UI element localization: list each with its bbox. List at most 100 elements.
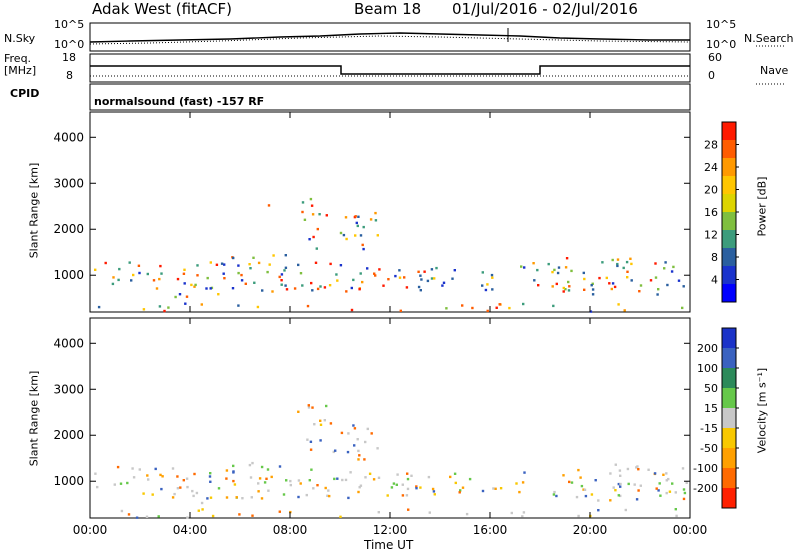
echo-cell: [272, 254, 275, 257]
echo-cell: [192, 494, 195, 498]
echo-cell: [614, 489, 617, 492]
echo-cell: [344, 478, 348, 482]
echo-cell: [194, 283, 197, 287]
echo-cell: [368, 472, 372, 475]
echo-cell: [159, 264, 162, 268]
echo-cell: [160, 487, 163, 491]
echo-cell: [486, 309, 489, 313]
echo-cell: [217, 293, 220, 296]
echo-cell: [609, 472, 612, 475]
echo-cell: [328, 494, 331, 498]
echo-cell: [396, 473, 399, 476]
echo-cell: [555, 282, 558, 286]
echo-cell: [633, 483, 636, 486]
echo-cell: [257, 490, 260, 493]
echo-cell: [160, 272, 163, 275]
echo-cell: [551, 270, 554, 274]
echo-cell: [128, 261, 131, 264]
echo-cell: [655, 487, 658, 490]
echo-cell: [354, 234, 357, 237]
echo-cell: [232, 464, 235, 468]
echo-cell: [319, 285, 322, 288]
echo-cell: [405, 286, 409, 289]
echo-cell: [374, 211, 377, 215]
echo-cell: [681, 467, 685, 470]
echo-cell: [316, 287, 320, 291]
echo-cell: [361, 243, 364, 247]
echo-cell: [382, 284, 385, 287]
echo-cell: [570, 269, 573, 273]
nsky-tick-top: 10^5: [54, 18, 85, 31]
echo-cell: [356, 438, 359, 441]
nave-tick-top: 60: [708, 51, 722, 64]
echo-cell: [567, 280, 570, 284]
echo-cell: [575, 495, 579, 499]
echo-cell: [532, 262, 535, 265]
y-tick-label: 4000: [53, 336, 84, 350]
echo-cell: [510, 511, 513, 515]
echo-cell: [313, 423, 316, 426]
freq-tick-bottom: 8: [66, 69, 73, 82]
echo-cell: [520, 265, 523, 268]
echo-cell: [495, 306, 498, 309]
echo-cell: [97, 305, 101, 309]
echo-cell: [654, 262, 657, 265]
echo-cell: [161, 475, 164, 478]
echo-cell: [336, 477, 339, 480]
y-tick-label: 1000: [53, 474, 84, 488]
echo-cell: [154, 467, 157, 471]
echo-cell: [682, 488, 686, 491]
echo-cell: [306, 438, 309, 441]
y-tick-label: 1000: [53, 268, 84, 282]
echo-cell: [267, 489, 270, 492]
echo-cell: [577, 468, 580, 472]
echo-cell: [630, 279, 633, 282]
echo-cell: [271, 290, 274, 293]
echo-cell: [681, 306, 684, 310]
echo-cell: [373, 272, 376, 275]
echo-cell: [289, 479, 292, 483]
cpid-panel: [89, 83, 691, 111]
echo-cell: [363, 458, 366, 461]
echo-cell: [137, 264, 141, 267]
echo-cell: [346, 450, 350, 454]
echo-cell: [282, 493, 286, 496]
echo-cell: [195, 491, 199, 495]
echo-cell: [263, 481, 267, 484]
echo-cell: [339, 231, 343, 235]
echo-cell: [626, 467, 630, 471]
colorbar-swatch: [722, 194, 736, 213]
echo-cell: [562, 286, 565, 290]
echo-cell: [233, 483, 237, 486]
echo-cell: [420, 278, 423, 281]
echo-cell: [222, 272, 225, 275]
echo-cell: [582, 488, 585, 491]
x-tick-label: 00:00: [73, 523, 108, 537]
echo-cell: [309, 440, 313, 443]
echo-cell: [131, 467, 134, 470]
echo-cell: [345, 237, 348, 241]
echo-cell: [185, 477, 189, 480]
echo-cell: [579, 476, 582, 479]
echo-cell: [555, 494, 558, 498]
echo-cell: [624, 508, 627, 512]
echo-cell: [345, 290, 348, 293]
echo-cell: [270, 475, 273, 479]
echo-cell: [138, 468, 141, 471]
echo-cell: [398, 276, 402, 279]
echo-cell: [667, 477, 670, 481]
echo-cell: [619, 494, 622, 498]
echo-cell: [310, 468, 313, 471]
echo-cell: [605, 276, 608, 280]
echo-cell: [518, 490, 521, 494]
colorbar-swatch: [722, 284, 736, 303]
echo-cell: [583, 277, 586, 281]
echo-cell: [597, 499, 600, 502]
echo-cell: [672, 265, 675, 269]
echo-cell: [112, 276, 115, 279]
echo-cell: [590, 493, 594, 496]
echo-cell: [113, 483, 116, 486]
echo-cell: [268, 263, 271, 266]
echo-cell: [225, 469, 229, 472]
echo-cell: [453, 472, 457, 475]
